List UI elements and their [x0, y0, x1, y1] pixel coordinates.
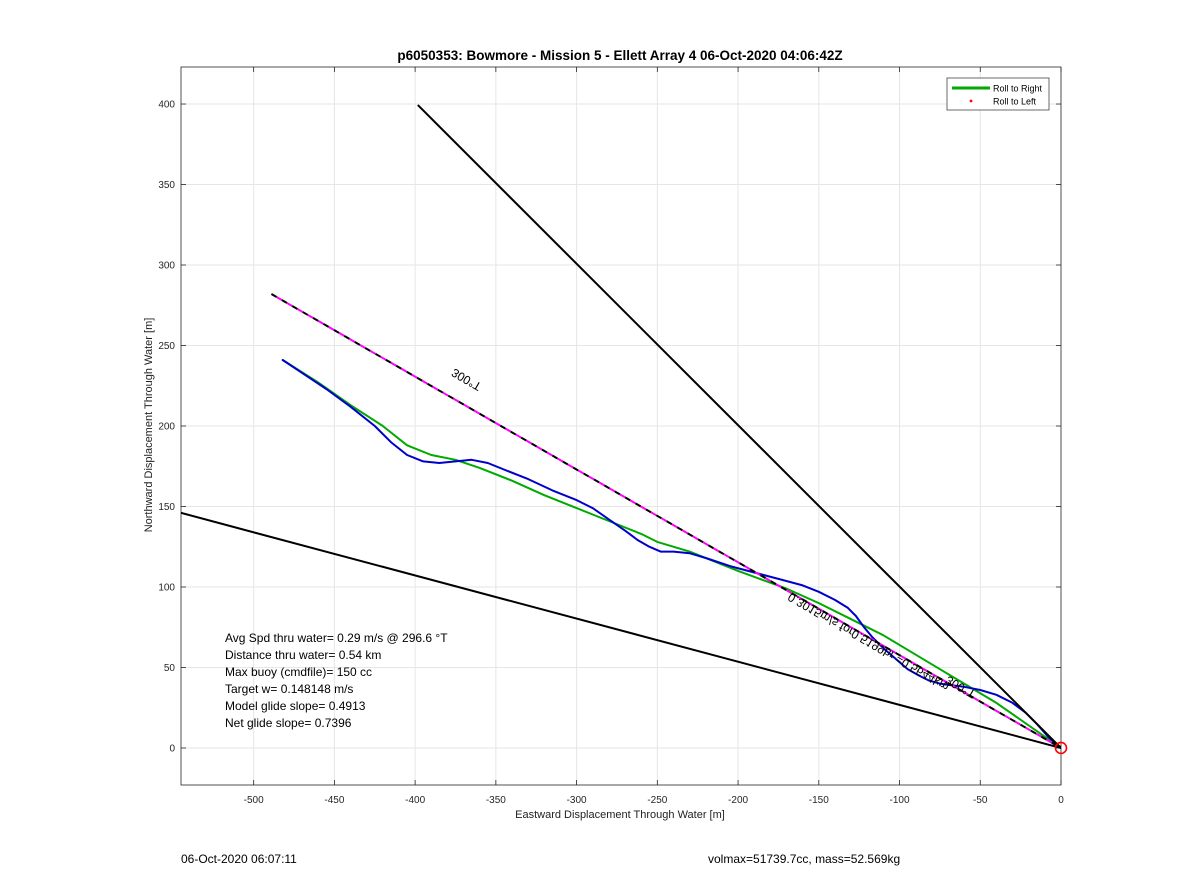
legend-box [946, 77, 1050, 111]
x-tick-label: -400 [405, 795, 425, 806]
plot-axes: -500 -450 -400 -350 -300 -250 -200 -150 -100 -50 0… [158, 66, 1064, 806]
y-tick-label: 50 [164, 663, 176, 674]
y-tick-label: 400 [158, 100, 175, 111]
x-tick-label: -500 [244, 795, 264, 806]
y-tick-label: 350 [158, 180, 175, 191]
heading-dashed-line [270, 293, 1061, 749]
x-tick-label: -150 [809, 795, 829, 806]
legend-roll-left-label: Roll to Left [993, 97, 1037, 107]
heading-dashed-line [270, 293, 1061, 749]
y-tick-label: 100 [158, 582, 175, 593]
footer-vol-mass: volmax=51739.7cc, mass=52.569kg [708, 852, 901, 866]
stats-line: Target w= 0.148148 m/s [225, 682, 353, 696]
x-tick-label: -100 [890, 795, 910, 806]
stats-text-block: Avg Spd thru water= 0.29 m/s @ 296.6 °T D… [225, 631, 448, 730]
x-tick-label: 0 [1058, 795, 1064, 806]
y-tick-label: 250 [158, 341, 175, 352]
x-tick-label: -50 [973, 795, 988, 806]
y-tick-label: 0 [169, 743, 175, 754]
y-axis-label: Northward Displacement Through Water [m] [143, 318, 155, 533]
x-tick-label: -450 [324, 795, 344, 806]
x-tick-label: -250 [647, 795, 667, 806]
stats-line: Distance thru water= 0.54 km [225, 648, 381, 662]
x-tick-label: -200 [728, 795, 748, 806]
stats-line: Model glide slope= 0.4913 [225, 699, 366, 713]
legend: Roll to Right Roll to Left [946, 77, 1050, 111]
legend-roll-right-label: Roll to Right [993, 84, 1043, 94]
chart-title: p6050353: Bowmore - Mission 5 - Ellett A… [397, 48, 842, 63]
grid-lines [181, 67, 1062, 785]
y-tick-label: 150 [158, 502, 175, 513]
stats-line: Net glide slope= 0.7396 [225, 716, 352, 730]
series-layer [181, 104, 1068, 755]
y-tick-label: 300 [158, 261, 175, 272]
legend-roll-left-swatch [969, 99, 973, 103]
stats-line: Avg Spd thru water= 0.29 m/s @ 296.6 °T [225, 631, 448, 645]
y-tick-label: 200 [158, 422, 175, 433]
origin-marker [1054, 741, 1068, 755]
x-axis-label: Eastward Displacement Through Water [m] [515, 809, 725, 821]
roll-to-right-line [281, 359, 1061, 749]
x-tick-label: -350 [486, 795, 506, 806]
x-tick-label: -300 [567, 795, 587, 806]
stats-line: Max buoy (cmdfile)= 150 cc [225, 665, 372, 679]
boundary-line [181, 511, 1061, 749]
footer-timestamp: 06-Oct-2020 06:07:11 [181, 852, 297, 866]
boundary-line [417, 104, 1061, 749]
